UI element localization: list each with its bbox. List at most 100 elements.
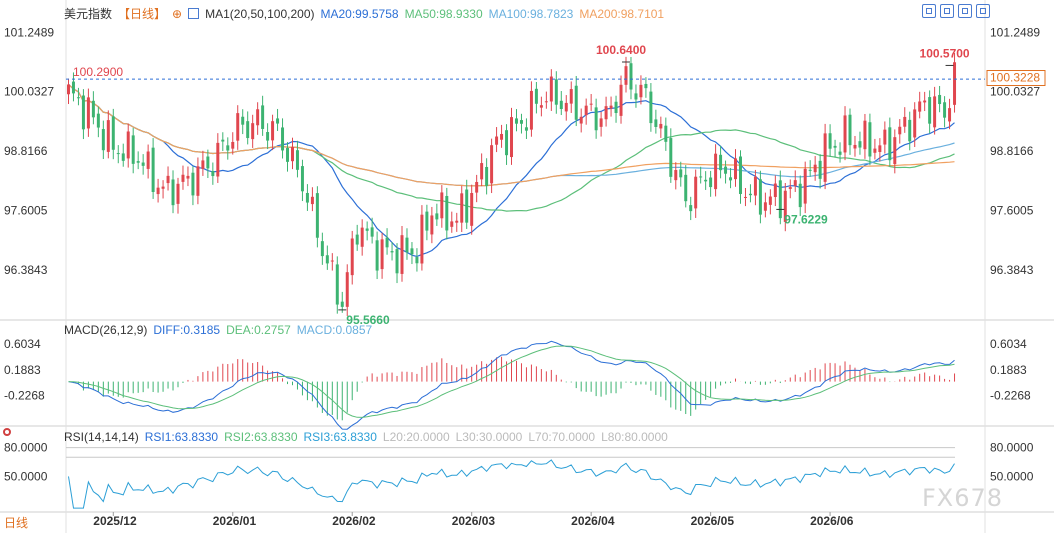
candle-body (888, 127, 892, 161)
candle-body (704, 179, 708, 182)
candle-body (251, 123, 255, 140)
x-tick-label: 2026/03 (452, 514, 496, 528)
candle-body (913, 109, 917, 138)
candle-body (81, 95, 85, 130)
candle-body (276, 118, 280, 124)
candle-body (923, 100, 927, 103)
candle-body (425, 211, 429, 231)
candle-body (743, 196, 747, 198)
candle-body (918, 101, 922, 112)
candle-body (953, 62, 957, 105)
candle-body (868, 122, 872, 157)
rsi-header: RSI(14,14,14) RSI1:63.8330 RSI2:63.8330 … (64, 430, 668, 444)
watermark: FX678 (922, 484, 1004, 512)
candle-body (181, 174, 185, 182)
extreme-label: 100.6400 (596, 43, 646, 57)
candle-body (823, 133, 827, 182)
candle-body (584, 105, 588, 116)
candle-body (863, 120, 867, 150)
candle-body (176, 183, 180, 204)
candle-body (714, 153, 718, 190)
price-tick-right: 101.2489 (990, 25, 1040, 39)
rsi-tick-right: 50.0000 (990, 469, 1034, 483)
crosshair-icon[interactable] (922, 4, 936, 18)
candle-body (514, 118, 518, 124)
macd-tick-right: 0.1883 (990, 363, 1027, 377)
candle-body (519, 120, 523, 124)
candle-body (758, 179, 762, 215)
current-price-label: 100.3228 (990, 71, 1040, 85)
extreme-label: 95.5660 (346, 313, 390, 327)
candle-body (96, 113, 100, 128)
reset-icon[interactable] (3, 428, 11, 436)
zoom-in-icon[interactable] (940, 4, 954, 18)
candle-body (763, 202, 767, 211)
candle-body (400, 235, 404, 274)
candle-body (166, 175, 170, 184)
candle-body (639, 84, 643, 98)
chart-type-icon[interactable] (958, 4, 972, 18)
extreme-label: 97.6229 (784, 212, 828, 226)
candle-body (943, 102, 947, 118)
macd-header: MACD(26,12,9) DIFF:0.3185 DEA:0.2757 MAC… (64, 323, 372, 337)
candle-body (539, 105, 543, 108)
candle-body (883, 129, 887, 145)
candle-body (221, 139, 225, 142)
candle-body (574, 85, 578, 120)
ma200-line (68, 84, 955, 187)
x-tick-label: 2026/02 (332, 514, 376, 528)
candle-body (295, 150, 299, 170)
candle-body (838, 151, 842, 155)
candle-body (753, 176, 757, 196)
candle-body (938, 94, 942, 105)
candle-body (390, 251, 394, 253)
candle-body (410, 248, 414, 255)
candle-body (415, 257, 419, 264)
candle-body (619, 84, 623, 116)
candle-body (505, 130, 509, 156)
candle-body (485, 166, 489, 186)
candle-body (126, 131, 130, 159)
candle-body (191, 172, 195, 196)
candle-body (724, 166, 728, 174)
ma20-line (68, 84, 955, 258)
rsi-tick-left: 80.0000 (4, 441, 48, 455)
candle-body (226, 145, 230, 151)
price-tick-left: 96.3843 (4, 263, 48, 277)
candle-body (734, 158, 738, 180)
candle-body (858, 141, 862, 148)
macd-dea-line (68, 345, 955, 418)
candle-body (355, 234, 359, 245)
candle-body (465, 189, 469, 223)
period-button[interactable]: 日线 (4, 516, 29, 530)
fullscreen-icon[interactable] (976, 4, 990, 18)
candle-body (66, 84, 70, 95)
candle-body (445, 195, 449, 231)
price-tick-right: 97.6005 (990, 204, 1034, 218)
macd-diff: DIFF:0.3185 (153, 323, 221, 337)
candle-body (510, 117, 514, 158)
candle-body (281, 127, 285, 151)
rsi3-value: RSI3:63.8330 (303, 430, 377, 444)
ma-settings-icon[interactable] (188, 8, 200, 19)
candle-body (500, 133, 504, 140)
settings-icon[interactable]: ⊕ (172, 6, 183, 21)
price-tick-left: 100.0327 (4, 85, 54, 99)
candle-body (131, 135, 135, 164)
candle-body (266, 132, 270, 141)
candle-body (674, 170, 678, 181)
candle-body (350, 238, 354, 276)
candle-body (798, 183, 802, 208)
candle-body (71, 81, 75, 94)
candle-body (161, 186, 165, 189)
candle-body (554, 79, 558, 105)
candle-body (206, 156, 210, 169)
price-tick-right: 96.3843 (990, 263, 1034, 277)
candle-body (524, 127, 528, 131)
candle-body (340, 301, 344, 307)
candle-body (286, 148, 290, 162)
candle-body (76, 97, 80, 99)
candle-body (569, 89, 573, 104)
chart-toolbar (922, 4, 990, 18)
